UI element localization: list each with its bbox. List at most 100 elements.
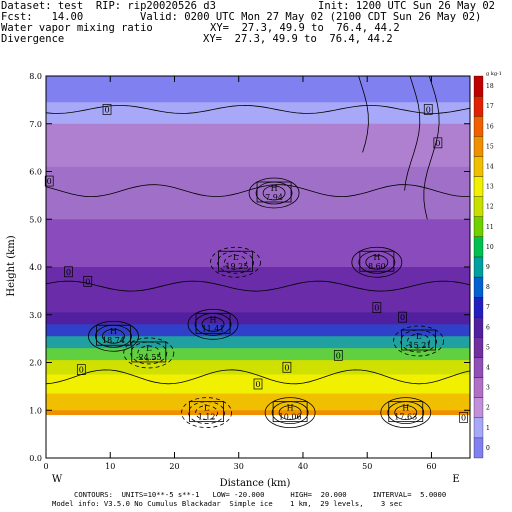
- header-field2: Divergence: [1, 33, 65, 45]
- colorbar-swatch: [473, 75, 484, 97]
- moisture-layer: [46, 102, 470, 125]
- y-tick-label: 3.0: [29, 311, 42, 320]
- svg-text:0: 0: [435, 139, 440, 148]
- colorbar-label: 10: [486, 244, 494, 251]
- colorbar-swatch: [473, 176, 484, 197]
- x-tick-label: 40: [298, 462, 308, 471]
- zero-contour-labels: 0 0 0 0 0 0 0 0 0 0 0 0 0: [44, 104, 468, 423]
- high-marker: H11.41: [195, 312, 231, 334]
- x-tick-label: 0: [43, 462, 48, 471]
- marker-kind: H: [110, 327, 117, 336]
- divergence-contours: [45, 75, 471, 429]
- marker-kind: L: [233, 253, 239, 262]
- contour-line: [123, 337, 175, 369]
- colorbar-swatch: [473, 317, 484, 338]
- header-xy1: XY= 27.3, 49.9 to 76.4, 44.2: [210, 22, 400, 34]
- header-valid: Valid: 0200 UTC Mon 27 May 02 (2100 CDT …: [140, 11, 482, 23]
- zero-label: 0: [282, 361, 292, 373]
- svg-text:0: 0: [374, 304, 379, 313]
- contour-line: [130, 341, 168, 365]
- colorbar-swatch: [473, 357, 484, 378]
- colorbar-swatch: [473, 397, 484, 418]
- colorbar-label: 17: [486, 103, 494, 110]
- contour-line: [201, 316, 225, 332]
- contour-line: [248, 177, 300, 209]
- svg-text:0: 0: [461, 413, 466, 422]
- header-init: Init: 1200 UTC Sun 26 May 02: [318, 0, 496, 12]
- contour-line: [404, 75, 421, 191]
- extrema-markers: H7.94L-19.25H8.60H18.74H11.41L-24.55L-15…: [96, 181, 437, 423]
- y-tick-label: 4.0: [29, 263, 42, 272]
- colorbar-swatch: [473, 276, 484, 298]
- colorbar-swatch: [473, 196, 484, 217]
- marker-value: 1.12: [198, 413, 216, 422]
- header-fcst: Fcst: 14.00: [1, 11, 84, 23]
- zero-label: 0: [423, 104, 433, 115]
- marker-value: 17.63: [394, 413, 417, 422]
- svg-text:0: 0: [255, 380, 260, 389]
- colorbar-swatch: [473, 417, 484, 439]
- colorbar-swatch: [473, 216, 484, 237]
- y-tick-label: 5.0: [29, 215, 42, 224]
- zero-contour: [45, 104, 471, 114]
- colorbar-label: 7: [486, 304, 490, 311]
- svg-text:0: 0: [66, 268, 71, 277]
- marker-kind: H: [271, 184, 278, 193]
- svg-text:0: 0: [284, 363, 289, 372]
- contour-line: [351, 246, 403, 278]
- zero-label: 0: [44, 175, 54, 187]
- svg-text:0: 0: [400, 313, 405, 322]
- contour-line: [393, 325, 445, 357]
- header-dataset: Dataset: test RIP: rip20020526 d3: [1, 0, 216, 12]
- colorbar-unit: g kg-1: [486, 71, 502, 77]
- colorbar-label: 9: [486, 264, 490, 271]
- contour-line: [187, 308, 239, 340]
- high-marker: H7.94: [256, 181, 292, 203]
- moisture-layer: [46, 324, 470, 337]
- y-axis-ticks: 0.0 1.0 2.0 3.0 4.0 5.0 6.0 7.0 8.0: [29, 72, 470, 463]
- y-tick-label: 1.0: [29, 406, 42, 415]
- moisture-layer: [46, 393, 470, 411]
- y-axis-label: Height (km): [6, 235, 17, 296]
- contour-line: [137, 345, 161, 361]
- contour-line: [380, 397, 432, 429]
- colorbar-swatch: [473, 156, 484, 177]
- moisture-layer: [46, 267, 470, 313]
- svg-text:0: 0: [47, 177, 52, 186]
- header-xy2: XY= 27.3, 49.9 to 76.4, 44.2: [203, 33, 393, 45]
- colorbar-swatch: [473, 236, 484, 258]
- moisture-layer: [46, 374, 470, 395]
- y-tick-label: 8.0: [29, 72, 42, 81]
- zero-contour: [45, 369, 471, 385]
- marker-value: 10.06: [279, 413, 302, 422]
- contour-line: [210, 246, 261, 278]
- terrain-fill: [46, 415, 470, 458]
- contour-line: [400, 329, 438, 353]
- x-tick-label: 60: [426, 462, 436, 471]
- marker-kind: H: [373, 253, 380, 262]
- contour-line: [358, 75, 369, 153]
- zero-label: 0: [433, 137, 443, 149]
- colorbar-swatch: [473, 256, 484, 278]
- contour-line: [262, 185, 286, 201]
- colorbar-label: 1: [486, 425, 490, 432]
- colorbar-swatch: [473, 437, 484, 459]
- colorbar-swatch: [473, 377, 484, 398]
- colorbar-label: 11: [486, 224, 494, 231]
- contour-line: [195, 405, 219, 421]
- marker-value: -19.25: [223, 262, 249, 271]
- marker-value: -24.55: [136, 353, 162, 362]
- zero-label: 0: [459, 412, 468, 423]
- x-tick-label: 20: [169, 462, 179, 471]
- moisture-layer: [46, 312, 470, 325]
- marker-kind: L: [204, 404, 210, 413]
- colorbar-swatch: [473, 337, 484, 358]
- colorbar-label: 6: [486, 324, 490, 331]
- x-tick-label: 30: [234, 462, 244, 471]
- high-marker: H18.74: [96, 324, 131, 346]
- zero-label: 0: [333, 349, 343, 361]
- moisture-layer: [46, 123, 470, 168]
- low-marker: L1.12: [189, 401, 225, 423]
